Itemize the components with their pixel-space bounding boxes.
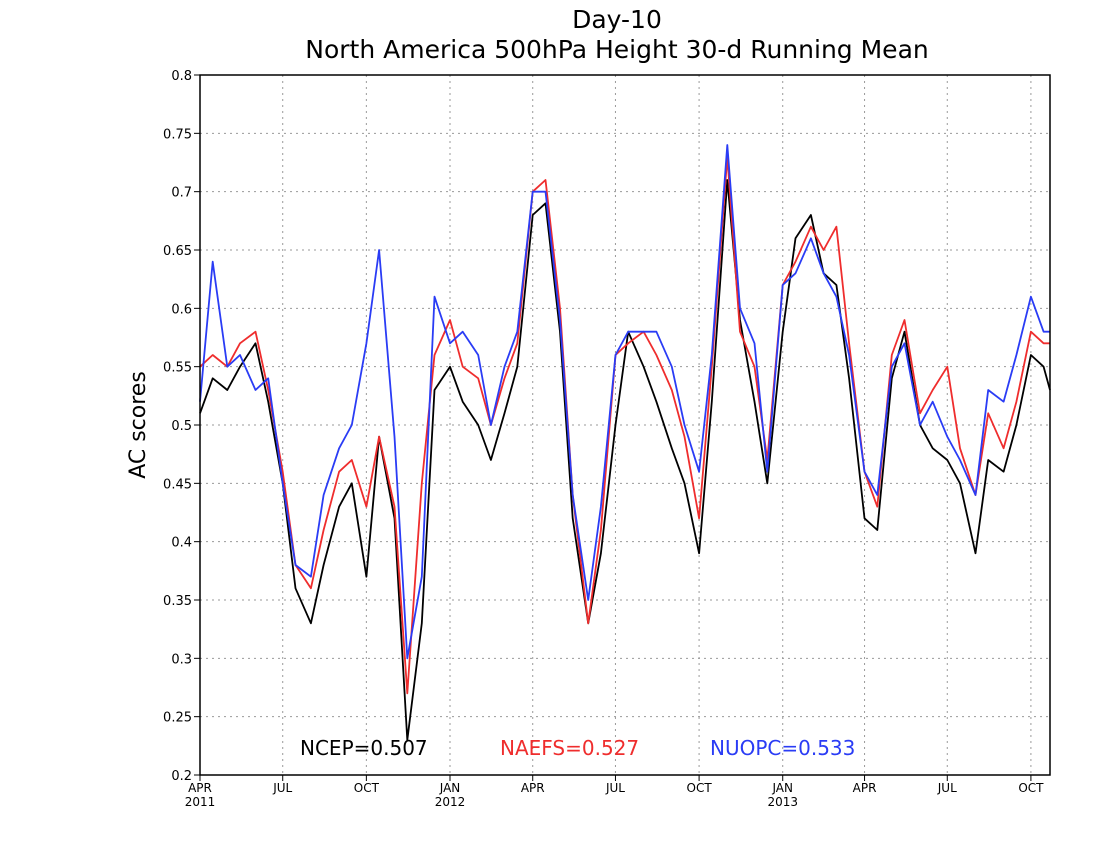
x-tick-label: OCT xyxy=(687,781,713,795)
x-tick-label: APR xyxy=(188,781,212,795)
x-tick-year-label: 2013 xyxy=(767,795,798,809)
y-tick-label: 0.8 xyxy=(171,69,192,84)
nuopc-stat-label: NUOPC=0.533 xyxy=(710,736,855,760)
y-tick-label: 0.45 xyxy=(163,477,192,492)
ncep-stat-label: NCEP=0.507 xyxy=(300,736,428,760)
chart-subtitle: North America 500hPa Height 30-d Running… xyxy=(305,35,928,64)
series-group xyxy=(199,144,1051,741)
y-axis-label: AC scores xyxy=(126,371,151,479)
y-tick-label: 0.2 xyxy=(171,769,192,784)
x-tick-label: OCT xyxy=(354,781,380,795)
series-line-nuopc xyxy=(199,144,1050,660)
x-tick-year-label: 2011 xyxy=(185,795,216,809)
series-line-naefs xyxy=(199,155,1050,695)
y-tick-label: 0.25 xyxy=(163,711,192,726)
x-tick-year-label: 2012 xyxy=(435,795,466,809)
y-tick-label: 0.7 xyxy=(171,186,192,201)
y-tick-label: 0.75 xyxy=(163,127,192,142)
series-line-ncep xyxy=(199,179,1051,741)
x-tick-label: JUL xyxy=(605,781,625,795)
x-tick-label: OCT xyxy=(1018,781,1044,795)
y-axis: 0.2 0.25 0.3 0.35 0.4 0.45 0.5 0.55 0.6 0.65 0.7 0.… xyxy=(163,69,200,784)
x-tick-label: APR xyxy=(853,781,877,795)
chart-title: Day-10 xyxy=(572,5,662,34)
y-tick-label: 0.65 xyxy=(163,244,192,259)
grid xyxy=(200,75,1050,775)
x-tick-label: JAN xyxy=(771,781,793,795)
y-tick-label: 0.35 xyxy=(163,594,192,609)
y-tick-label: 0.4 xyxy=(171,536,192,551)
x-tick-label: APR xyxy=(521,781,545,795)
y-tick-label: 0.6 xyxy=(171,302,192,317)
x-tick-label: JAN xyxy=(439,781,461,795)
x-tick-label: JUL xyxy=(272,781,292,795)
naefs-stat-label: NAEFS=0.527 xyxy=(500,736,639,760)
x-tick-label: JUL xyxy=(937,781,957,795)
y-tick-label: 0.3 xyxy=(171,652,192,667)
y-tick-label: 0.55 xyxy=(163,361,192,376)
y-tick-label: 0.5 xyxy=(171,419,192,434)
